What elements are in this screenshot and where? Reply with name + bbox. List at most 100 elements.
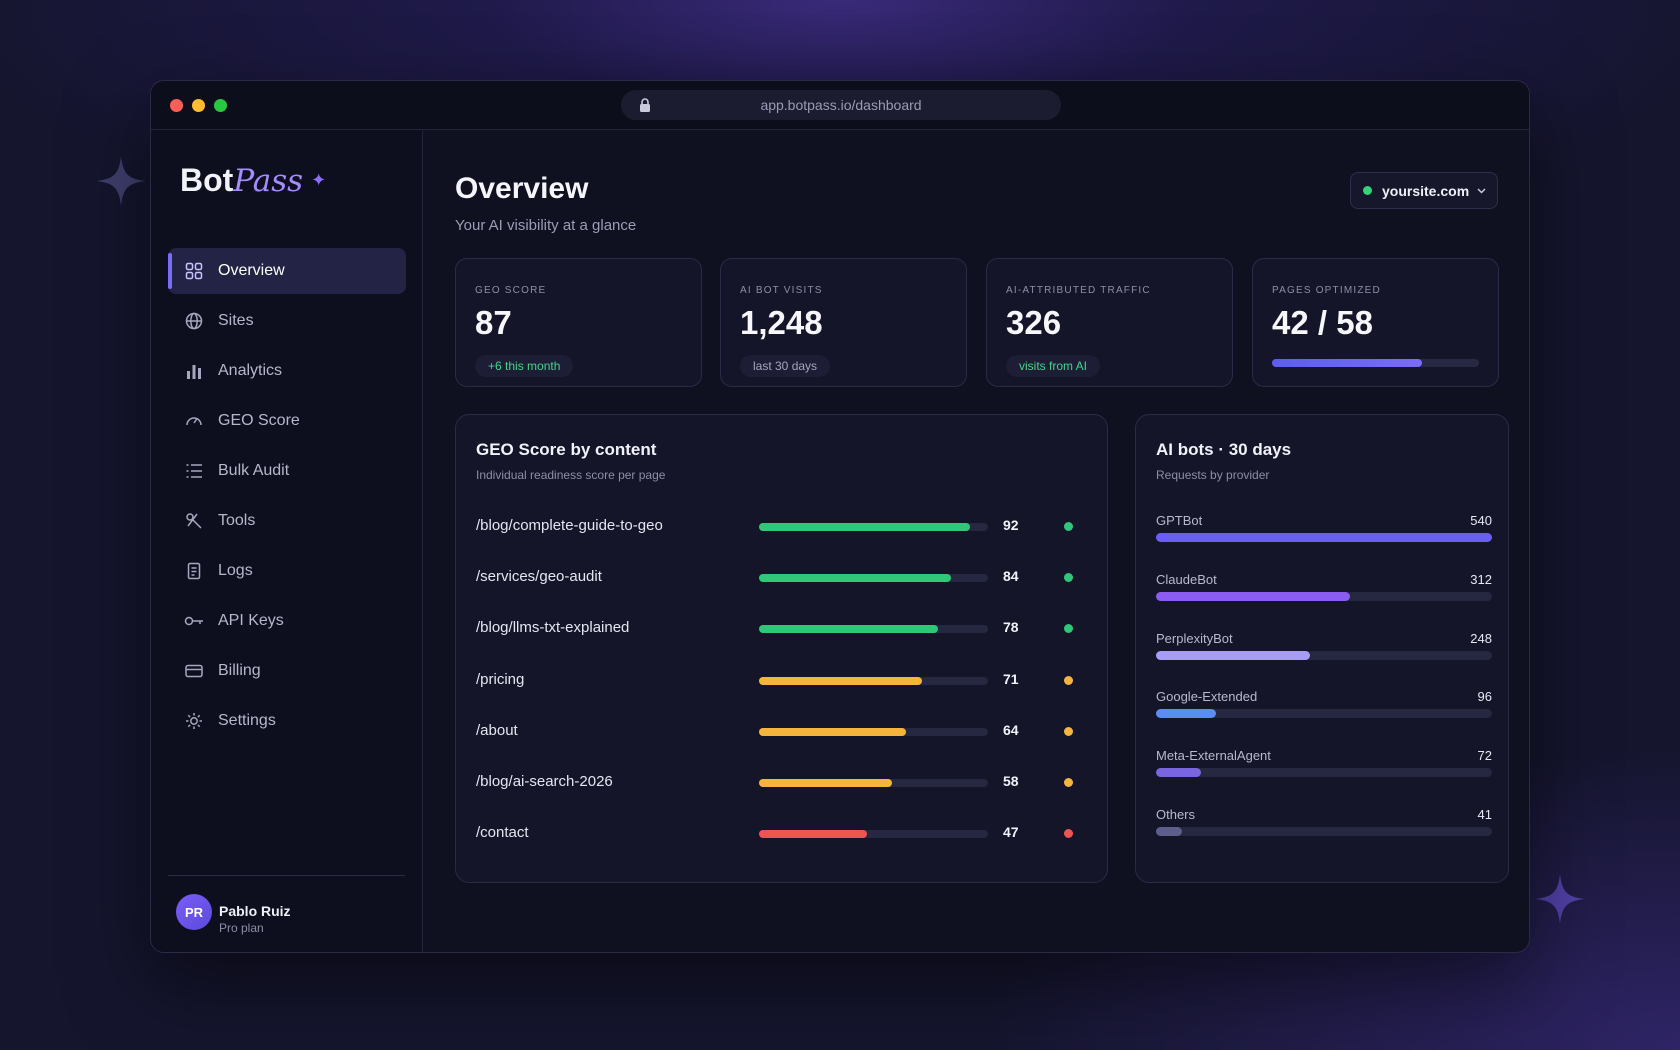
sidebar-item-label: Overview xyxy=(218,262,285,279)
sidebar-item-label: Billing xyxy=(218,662,261,679)
sidebar-item-label: GEO Score xyxy=(218,412,300,429)
file-icon xyxy=(184,561,204,581)
gear-icon xyxy=(184,711,204,731)
logo-italic-text: Pass xyxy=(233,162,304,199)
sidebar-item-bulk-audit[interactable]: Bulk Audit xyxy=(168,448,406,494)
status-dot xyxy=(1064,726,1073,736)
sidebar-item-billing[interactable]: Billing xyxy=(168,648,406,694)
panel-title: AI bots · 30 days xyxy=(1156,440,1292,459)
page-title: Overview xyxy=(455,172,589,205)
bot-bar xyxy=(1156,768,1492,778)
score-bar xyxy=(759,779,988,787)
table-row[interactable]: /pricing 71 xyxy=(476,668,1076,692)
bot-name: Others xyxy=(1156,807,1196,822)
page-path[interactable]: /about xyxy=(476,721,518,739)
chevron-down-icon xyxy=(1477,187,1486,194)
address-bar[interactable]: app.botpass.io/dashboard xyxy=(621,90,1061,120)
status-dot xyxy=(1064,829,1073,839)
status-dot xyxy=(1064,624,1073,634)
page-subtitle: Your AI visibility at a glance xyxy=(455,217,637,234)
page-path[interactable]: /blog/complete-guide-to-geo xyxy=(476,517,663,534)
ai-bots-panel: AI bots · 30 days Requests by provider G… xyxy=(1135,414,1509,883)
bot-bar-fill xyxy=(1156,827,1182,836)
list-item: PerplexityBot 248 xyxy=(1156,631,1492,667)
score-value: 47 xyxy=(1003,824,1019,841)
sidebar-item-geo-score[interactable]: GEO Score xyxy=(168,398,406,444)
bot-name: PerplexityBot xyxy=(1156,630,1233,646)
bot-name: Google-Extended xyxy=(1156,689,1258,705)
table-row[interactable]: /blog/complete-guide-to-geo 92 xyxy=(476,514,1076,538)
close-window-button[interactable] xyxy=(170,99,183,112)
table-row[interactable]: /about 64 xyxy=(476,719,1076,743)
sidebar-item-analytics[interactable]: Analytics xyxy=(168,348,406,394)
score-bar-fill xyxy=(759,523,970,531)
score-bar xyxy=(759,574,988,583)
list-item: Others 41 xyxy=(1156,807,1492,843)
bar-chart-icon xyxy=(184,361,204,381)
stat-label: PAGES OPTIMIZED xyxy=(1272,285,1381,296)
sparkle-decoration-right xyxy=(1535,874,1585,924)
page-path[interactable]: /pricing xyxy=(476,670,525,688)
sidebar-item-label: Analytics xyxy=(218,362,283,379)
sidebar: Bot Pass ✦ Overview Sites Analytics xyxy=(151,130,423,952)
score-bar xyxy=(759,830,988,839)
sidebar-item-overview[interactable]: Overview xyxy=(168,248,406,294)
sidebar-item-tools[interactable]: Tools xyxy=(168,498,406,544)
sidebar-item-api-keys[interactable]: API Keys xyxy=(168,598,406,644)
stat-pill: last 30 days xyxy=(740,355,831,377)
status-dot xyxy=(1064,675,1073,685)
sidebar-item-label: API Keys xyxy=(218,612,284,629)
logo-bold-text: Bot xyxy=(180,162,234,198)
botpass-logo[interactable]: Bot Pass ✦ xyxy=(180,162,326,199)
stat-pill: +6 this month xyxy=(475,355,574,377)
credit-card-icon xyxy=(184,661,204,681)
page-path[interactable]: /services/geo-audit xyxy=(476,568,602,586)
page-path[interactable]: /blog/ai-search-2026 xyxy=(476,773,613,790)
score-bar-fill xyxy=(759,676,922,685)
grid-icon xyxy=(184,261,204,281)
tools-icon xyxy=(184,511,204,531)
bot-bar-fill xyxy=(1156,533,1492,542)
geo-score-panel: GEO Score by content Individual readines… xyxy=(455,414,1108,883)
stat-label: AI-ATTRIBUTED TRAFFIC xyxy=(1006,285,1151,296)
table-row[interactable]: /services/geo-audit 84 xyxy=(476,565,1076,589)
bot-bar xyxy=(1156,827,1492,836)
page-path[interactable]: /blog/llms-txt-explained xyxy=(476,619,630,637)
page-path[interactable]: /contact xyxy=(476,824,529,842)
minimize-window-button[interactable] xyxy=(192,99,205,112)
stat-card-ai-attributed-traffic: AI-ATTRIBUTED TRAFFIC 326 visits from AI xyxy=(986,258,1233,387)
globe-icon xyxy=(184,311,204,331)
bot-name: Meta-ExternalAgent xyxy=(1156,748,1271,764)
score-value: 64 xyxy=(1003,721,1019,738)
sidebar-item-label: Logs xyxy=(218,562,253,579)
score-bar-fill xyxy=(759,625,938,634)
sidebar-nav: Overview Sites Analytics GEO Score xyxy=(168,248,406,748)
sidebar-item-settings[interactable]: Settings xyxy=(168,698,406,744)
bot-requests: 96 xyxy=(1477,689,1492,705)
bot-bar xyxy=(1156,533,1492,542)
bot-name: GPTBot xyxy=(1156,513,1203,528)
score-value: 92 xyxy=(1003,517,1019,533)
stat-card-pages-optimized: PAGES OPTIMIZED 42 / 58 xyxy=(1252,258,1499,387)
pages-progress-fill xyxy=(1272,359,1422,367)
site-selector[interactable]: yoursite.com xyxy=(1350,172,1498,209)
score-bar xyxy=(759,625,988,634)
stat-card-ai-bot-visits: AI BOT VISITS 1,248 last 30 days xyxy=(720,258,967,387)
user-profile[interactable]: PR Pablo Ruiz Pro plan xyxy=(168,875,405,952)
bot-requests: 72 xyxy=(1477,748,1492,764)
score-bar xyxy=(759,727,988,736)
list-item: ClaudeBot 312 xyxy=(1156,572,1492,608)
table-row[interactable]: /blog/llms-txt-explained 78 xyxy=(476,616,1076,640)
table-row[interactable]: /contact 47 xyxy=(476,821,1076,845)
user-name: Pablo Ruiz xyxy=(219,903,291,919)
score-value: 71 xyxy=(1003,670,1019,687)
bot-bar-fill xyxy=(1156,768,1201,778)
sidebar-item-label: Sites xyxy=(218,312,254,329)
bot-requests: 312 xyxy=(1470,571,1492,587)
sidebar-item-label: Tools xyxy=(218,512,256,529)
maximize-window-button[interactable] xyxy=(214,99,227,112)
table-row[interactable]: /blog/ai-search-2026 58 xyxy=(476,770,1076,794)
sidebar-item-sites[interactable]: Sites xyxy=(168,298,406,344)
sidebar-item-logs[interactable]: Logs xyxy=(168,548,406,594)
sidebar-item-label: Settings xyxy=(218,712,276,729)
